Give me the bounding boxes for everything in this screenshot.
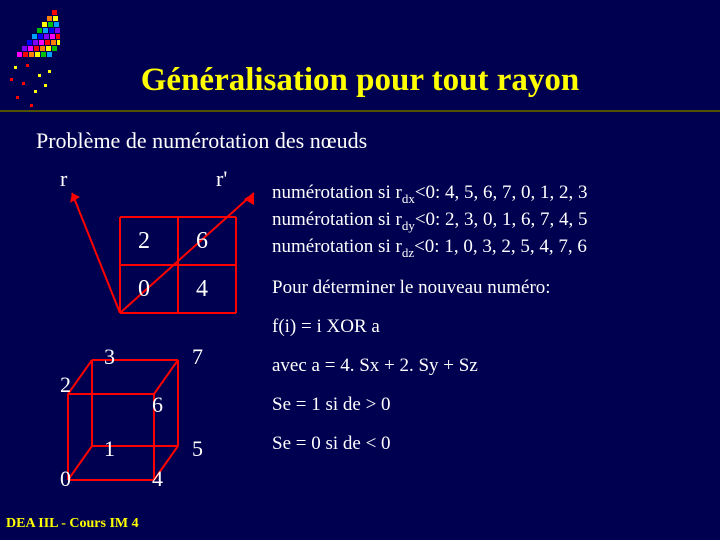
line-dy: numérotation si rdy<0: 2, 3, 0, 1, 6, 7,…	[272, 207, 702, 234]
cube-diagram	[40, 340, 250, 500]
quadrant-diagram	[50, 165, 260, 325]
slide-title: Généralisation pour tout rayon	[0, 62, 720, 99]
cube-bbr: 4	[152, 466, 163, 492]
line-a: avec a = 4. Sx + 2. Sy + Sz	[272, 353, 702, 378]
r-prime-label: r'	[216, 166, 227, 192]
cube-fbr: 5	[192, 436, 203, 462]
cube-ftl: 3	[104, 344, 115, 370]
cube-ftr: 7	[192, 344, 203, 370]
line-determine: Pour déterminer le nouveau numéro:	[272, 275, 702, 300]
quad-tr: 6	[196, 228, 208, 255]
cube-fbl: 1	[104, 436, 115, 462]
quad-br: 4	[196, 276, 208, 303]
line-se1: Se = 1 si de > 0	[272, 392, 702, 417]
cube-btl: 2	[60, 372, 71, 398]
r-label: r	[60, 166, 67, 192]
quad-tl: 2	[138, 228, 150, 255]
cube-btr: 6	[152, 392, 163, 418]
slide-subtitle: Problème de numérotation des nœuds	[36, 128, 367, 154]
line-dz: numérotation si rdz<0: 1, 0, 3, 2, 5, 4,…	[272, 234, 702, 261]
body-text: numérotation si rdx<0: 4, 5, 6, 7, 0, 1,…	[272, 180, 702, 470]
cube-bbl: 0	[60, 466, 71, 492]
title-rule	[0, 110, 720, 112]
line-dx: numérotation si rdx<0: 4, 5, 6, 7, 0, 1,…	[272, 180, 702, 207]
line-f: f(i) = i XOR a	[272, 314, 702, 339]
footer-text: DEA IIL - Cours IM 4	[6, 516, 139, 532]
line-se0: Se = 0 si de < 0	[272, 431, 702, 456]
quad-bl: 0	[138, 276, 150, 303]
